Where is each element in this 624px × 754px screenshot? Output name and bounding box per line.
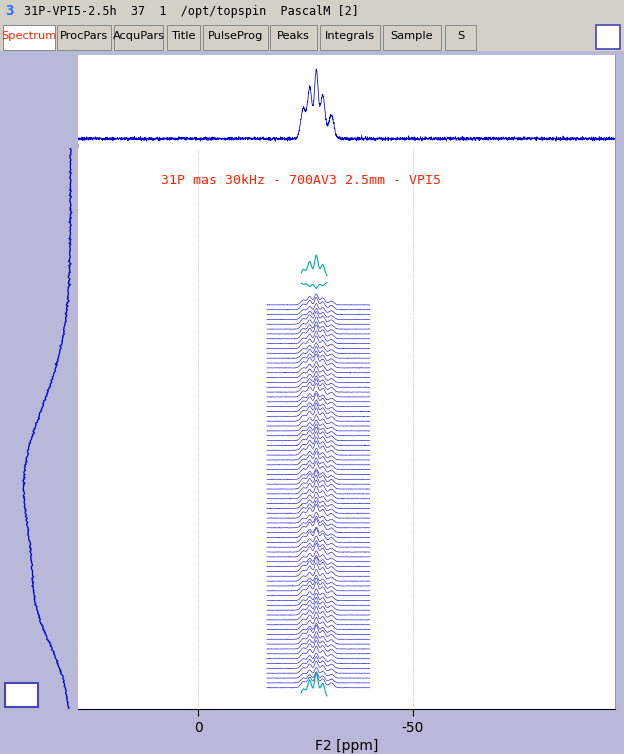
- Bar: [270, 25, 317, 50]
- Text: PulseProg: PulseProg: [208, 32, 263, 41]
- Text: 31P-VPI5-2.5h  37  1  /opt/topspin  PascalM [2]: 31P-VPI5-2.5h 37 1 /opt/topspin PascalM …: [24, 5, 359, 18]
- Text: ProcPars: ProcPars: [60, 32, 109, 41]
- X-axis label: F2 [ppm]: F2 [ppm]: [314, 739, 378, 752]
- Bar: [5, 683, 38, 707]
- Text: Sample: Sample: [391, 32, 433, 41]
- Text: Peaks: Peaks: [277, 32, 310, 41]
- Bar: [445, 25, 476, 50]
- Bar: [167, 25, 200, 50]
- Text: 3: 3: [5, 5, 13, 18]
- Text: Integrals: Integrals: [325, 32, 375, 41]
- Bar: [596, 25, 620, 49]
- Text: 31P mas 30kHz - 700AV3 2.5mm - VPI5: 31P mas 30kHz - 700AV3 2.5mm - VPI5: [161, 174, 441, 187]
- Bar: [320, 25, 380, 50]
- Text: Spectrum: Spectrum: [1, 32, 57, 41]
- Bar: [114, 25, 163, 50]
- Bar: [57, 25, 111, 50]
- Bar: [383, 25, 441, 50]
- Bar: [3, 25, 55, 50]
- Text: AcquPars: AcquPars: [113, 32, 165, 41]
- Bar: [203, 25, 268, 50]
- Text: Title: Title: [171, 32, 195, 41]
- Text: S: S: [457, 32, 464, 41]
